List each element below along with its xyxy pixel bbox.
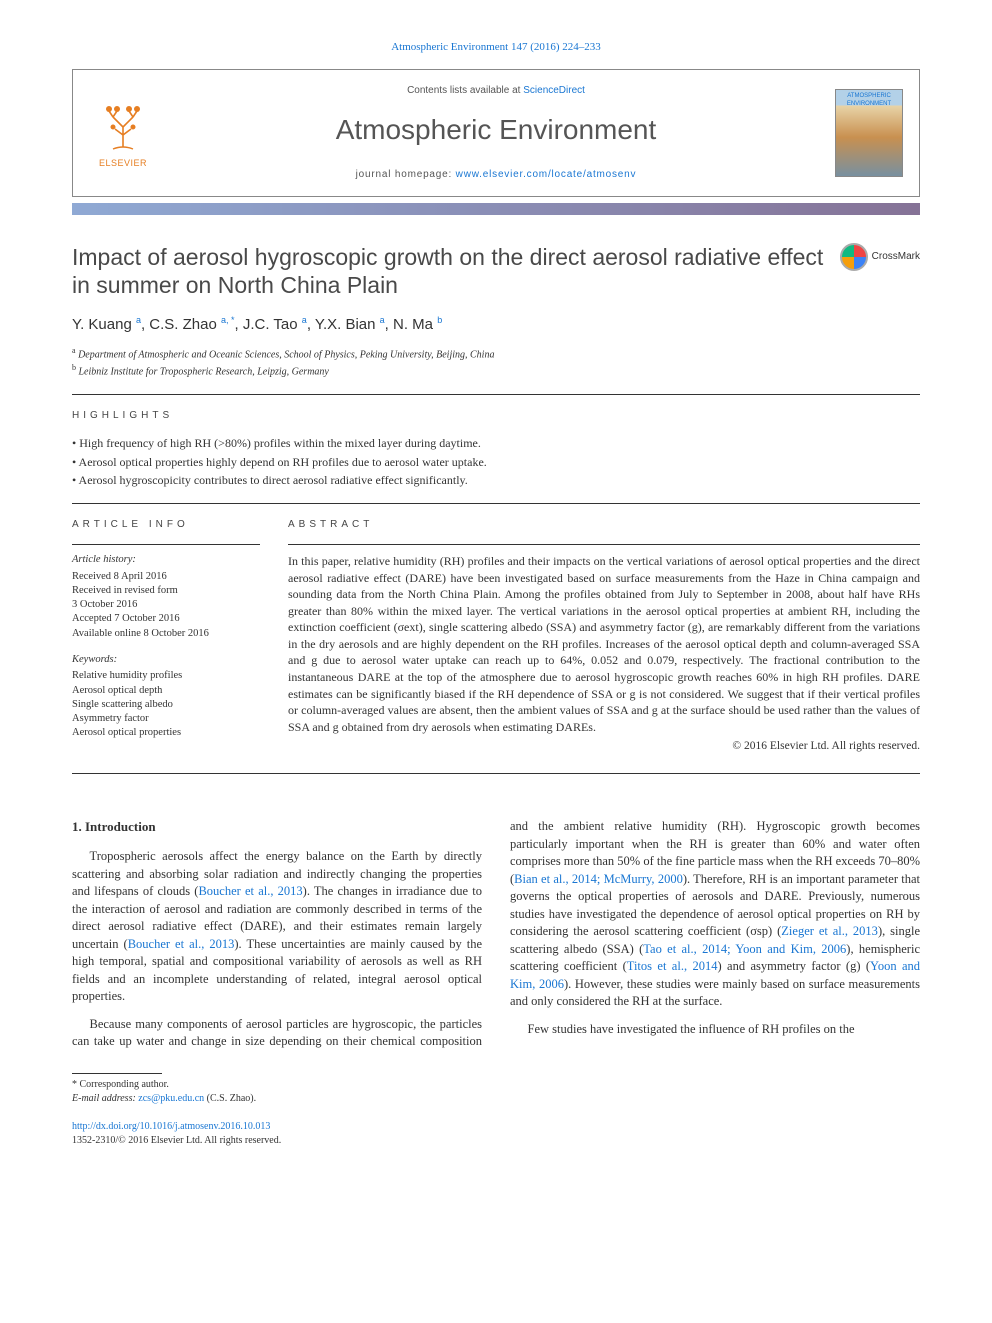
abstract-section: ABSTRACT In this paper, relative humidit…	[288, 518, 920, 755]
article-info: ARTICLE INFO Article history: Received 8…	[72, 518, 260, 755]
separator	[72, 503, 920, 504]
separator	[72, 394, 920, 395]
decorative-gradient-bar	[72, 203, 920, 215]
elsevier-tree-icon	[95, 97, 151, 153]
corresponding-author-footer: * Corresponding author. E-mail address: …	[72, 1073, 920, 1106]
authors-list: Y. Kuang a, C.S. Zhao a, *, J.C. Tao a, …	[72, 314, 920, 335]
affiliation-line: b Leibniz Institute for Tropospheric Res…	[72, 362, 920, 379]
introduction-heading: 1. Introduction	[72, 818, 482, 836]
separator	[72, 544, 260, 545]
crossmark-badge[interactable]: CrossMark	[840, 243, 920, 271]
intro-paragraph-3: Few studies have investigated the influe…	[510, 1021, 920, 1039]
keywords-label: Keywords:	[72, 653, 260, 668]
journal-name: Atmospheric Environment	[169, 110, 823, 149]
keyword-item: Asymmetry factor	[72, 712, 260, 726]
history-line: Received in revised form	[72, 584, 260, 598]
email-attribution: (C.S. Zhao).	[204, 1093, 256, 1104]
history-label: Article history:	[72, 553, 260, 568]
citation-link[interactable]: Tao et al., 2014; Yoon and Kim, 2006	[643, 942, 846, 956]
crossmark-label: CrossMark	[872, 250, 920, 264]
intro-paragraph-1: Tropospheric aerosols affect the energy …	[72, 848, 482, 1006]
abstract-copyright: © 2016 Elsevier Ltd. All rights reserved…	[288, 739, 920, 755]
article-info-label: ARTICLE INFO	[72, 518, 260, 532]
highlights-section: HIGHLIGHTS High frequency of high RH (>8…	[72, 409, 920, 489]
journal-cover-thumbnail: ATMOSPHERIC ENVIRONMENT	[835, 89, 903, 177]
highlight-item: High frequency of high RH (>80%) profile…	[72, 435, 920, 452]
sciencedirect-link[interactable]: ScienceDirect	[523, 85, 585, 96]
doi-footer: http://dx.doi.org/10.1016/j.atmosenv.201…	[72, 1120, 920, 1148]
keyword-item: Single scattering albedo	[72, 698, 260, 712]
separator	[72, 773, 920, 774]
citation-link[interactable]: Zieger et al., 2013	[781, 924, 878, 938]
corresponding-label: * Corresponding author.	[72, 1078, 920, 1092]
citation-link[interactable]: Boucher et al., 2013	[128, 937, 235, 951]
citation-link[interactable]: Bian et al., 2014; McMurry, 2000	[514, 872, 683, 886]
article-history: Received 8 April 2016Received in revised…	[72, 570, 260, 641]
issn-copyright: 1352-2310/© 2016 Elsevier Ltd. All right…	[72, 1134, 920, 1148]
homepage-link[interactable]: www.elsevier.com/locate/atmosenv	[456, 169, 637, 180]
keyword-item: Aerosol optical properties	[72, 726, 260, 740]
highlight-item: Aerosol optical properties highly depend…	[72, 454, 920, 471]
crossmark-icon	[840, 243, 868, 271]
introduction-body: 1. Introduction Tropospheric aerosols af…	[72, 818, 920, 1051]
abstract-text: In this paper, relative humidity (RH) pr…	[288, 554, 920, 733]
publisher-name: ELSEVIER	[89, 157, 157, 170]
keywords-list: Relative humidity profilesAerosol optica…	[72, 669, 260, 740]
history-line: Available online 8 October 2016	[72, 627, 260, 641]
history-line: 3 October 2016	[72, 598, 260, 612]
publisher-logo: ELSEVIER	[89, 97, 157, 170]
contents-available: Contents lists available at ScienceDirec…	[169, 84, 823, 98]
email-link[interactable]: zcs@pku.edu.cn	[138, 1093, 204, 1104]
citation-header: Atmospheric Environment 147 (2016) 224–2…	[72, 40, 920, 55]
citation-link[interactable]: Boucher et al., 2013	[198, 884, 302, 898]
citation-link[interactable]: Titos et al., 2014	[627, 959, 718, 973]
keyword-item: Relative humidity profiles	[72, 669, 260, 683]
keyword-item: Aerosol optical depth	[72, 684, 260, 698]
separator	[288, 544, 920, 545]
highlight-item: Aerosol hygroscopicity contributes to di…	[72, 472, 920, 489]
abstract-label: ABSTRACT	[288, 518, 920, 532]
history-line: Received 8 April 2016	[72, 570, 260, 584]
highlights-label: HIGHLIGHTS	[72, 409, 920, 423]
doi-link[interactable]: http://dx.doi.org/10.1016/j.atmosenv.201…	[72, 1121, 270, 1132]
affiliation-line: a Department of Atmospheric and Oceanic …	[72, 345, 920, 362]
journal-homepage: journal homepage: www.elsevier.com/locat…	[169, 168, 823, 182]
history-line: Accepted 7 October 2016	[72, 612, 260, 626]
affiliations: a Department of Atmospheric and Oceanic …	[72, 345, 920, 380]
journal-masthead: ELSEVIER Contents lists available at Sci…	[72, 69, 920, 196]
article-title: Impact of aerosol hygroscopic growth on …	[72, 243, 828, 301]
email-label: E-mail address:	[72, 1093, 138, 1104]
